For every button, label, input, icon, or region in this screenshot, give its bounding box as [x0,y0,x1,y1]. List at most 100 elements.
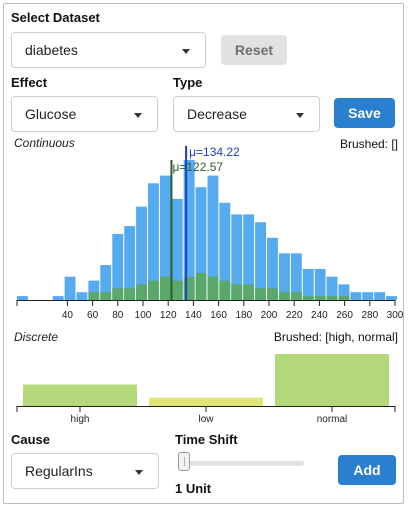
histogram-bar [76,292,88,300]
time-shift-slider-handle[interactable] [178,452,190,471]
histogram-bar [290,253,302,300]
histogram-bar [112,233,124,300]
histogram-bar [17,296,28,300]
histogram-bar [64,276,76,300]
discrete-bar-normal[interactable] [275,354,389,406]
chevron-down-icon [296,113,304,118]
dataset-select-value: diabetes [25,42,78,58]
histogram-bar [124,226,136,300]
x-tick-label: 40 [62,310,74,321]
continuous-brushed-label: Brushed: [] [339,137,398,151]
x-tick-label: low [198,414,214,425]
histogram-bar [279,253,290,300]
chevron-down-icon [134,113,142,118]
histogram-bar [314,268,326,300]
cause-select-value: RegularIns [25,463,93,479]
histogram-bar [326,276,338,300]
discrete-brushed-label: Brushed: [high, normal] [273,330,398,344]
x-tick-label: 300 [387,310,404,321]
x-tick-label: 80 [112,310,124,321]
add-button[interactable]: Add [338,455,396,485]
histogram-bar-subset [159,276,171,300]
discrete-bar-chart[interactable]: high low normal [0,340,409,425]
histogram-bar-subset [124,288,136,300]
histogram-bar [52,296,64,300]
histogram-bar [88,280,100,300]
discrete-title: Discrete [14,330,59,344]
continuous-histogram[interactable]: μ=134.22 μ=122.57 40 60 80 100 120 140 160 180 2… [0,140,409,330]
dataset-select[interactable]: diabetes [11,32,206,68]
x-tick-label: 60 [87,310,99,321]
histogram-bar [362,292,374,300]
histogram-bar [338,284,350,300]
x-tick-label: 140 [185,310,202,321]
x-tick-label: high [71,414,90,425]
histogram-bar-subset [290,292,302,300]
save-button[interactable]: Save [334,98,395,128]
histogram-bar-subset [231,284,243,300]
histogram-bar-subset [112,288,124,300]
histogram-bar [195,187,207,300]
type-select[interactable]: Decrease [173,96,320,132]
x-tick-label: 120 [160,310,177,321]
x-tick-label: 180 [235,310,252,321]
x-tick-label: 260 [336,310,353,321]
continuous-title: Continuous [14,136,75,150]
histogram-bar [350,292,362,300]
histogram-bar-subset [183,276,195,300]
mean-blue-label: μ=134.22 [189,145,240,159]
histogram-bar-subset [195,272,207,300]
histogram-bar [302,268,314,300]
histogram-bar-subset [207,276,219,300]
discrete-bar-low[interactable] [149,397,263,406]
histogram-bar-subset [338,296,350,300]
histogram-bar [374,292,386,300]
histogram-bar-subset [136,284,147,300]
type-label: Type [173,75,203,90]
type-select-value: Decrease [187,106,247,122]
histogram-bar [267,237,278,300]
histogram-bar-subset [243,284,255,300]
histogram-bar [159,175,171,300]
x-tick-label: normal [317,414,348,425]
histogram-bar [171,198,183,300]
cause-select[interactable]: RegularIns [11,453,159,489]
mean-green-label: μ=122.57 [172,160,223,174]
time-shift-value: 1 Unit [175,481,212,496]
x-tick-label: 160 [210,310,227,321]
reset-button[interactable]: Reset [221,35,287,65]
effect-select[interactable]: Glucose [11,96,158,132]
histogram-bar [386,296,397,300]
chevron-down-icon [135,470,143,475]
histogram-bar [231,214,243,300]
x-tick-label: 220 [286,310,303,321]
histogram-bar-subset [100,292,112,300]
histogram-bar-subset [171,280,183,300]
select-dataset-label: Select Dataset [11,10,100,25]
panel-frame [3,3,404,504]
chevron-down-icon [182,49,190,54]
x-tick-label: 240 [311,310,328,321]
histogram-bar [136,206,147,300]
histogram-bar [100,265,112,300]
histogram-bar-subset [267,288,278,300]
x-tick-label: 200 [261,310,278,321]
histogram-bar [243,214,255,300]
histogram-bar-subset [326,296,338,300]
histogram-bar [148,183,159,300]
time-shift-slider-track[interactable] [178,461,304,466]
histogram-bar [207,175,219,300]
histogram-bar [255,222,266,300]
x-tick-label: 280 [361,310,378,321]
cause-label: Cause [11,432,51,447]
time-shift-label: Time Shift [175,432,238,447]
effect-label: Effect [11,75,48,90]
histogram-bar-subset [88,292,100,300]
histogram-bar-subset [279,292,290,300]
histogram-bar-subset [314,296,326,300]
histogram-bar [219,202,231,300]
histogram-bar [183,160,195,300]
histogram-bar-subset [148,280,159,300]
discrete-bar-high[interactable] [23,384,137,407]
effect-select-value: Glucose [25,106,77,122]
